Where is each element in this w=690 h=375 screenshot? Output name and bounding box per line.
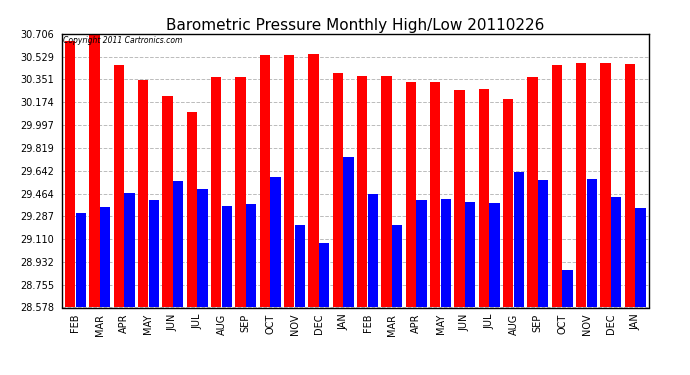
Bar <box>235 77 246 308</box>
Bar <box>259 55 270 308</box>
Bar <box>465 202 475 308</box>
Bar <box>586 178 597 308</box>
Bar <box>221 206 232 308</box>
Bar <box>100 207 110 308</box>
Bar <box>187 112 197 308</box>
Title: Barometric Pressure Monthly High/Low 20110226: Barometric Pressure Monthly High/Low 201… <box>166 18 544 33</box>
Bar <box>197 189 208 308</box>
Bar <box>138 80 148 308</box>
Bar <box>600 63 611 308</box>
Bar <box>211 77 221 308</box>
Bar <box>319 243 329 308</box>
Bar <box>503 99 513 308</box>
Bar <box>162 96 172 308</box>
Bar <box>430 82 440 308</box>
Bar <box>90 33 99 308</box>
Bar <box>406 82 416 308</box>
Bar <box>308 54 319 307</box>
Bar <box>479 88 489 308</box>
Bar <box>382 76 392 307</box>
Bar <box>635 208 646 308</box>
Bar <box>333 73 343 308</box>
Bar <box>114 65 124 308</box>
Bar <box>368 194 378 308</box>
Bar <box>344 157 354 308</box>
Bar <box>624 64 635 308</box>
Bar <box>270 177 281 308</box>
Bar <box>562 270 573 308</box>
Bar <box>489 203 500 308</box>
Bar <box>527 77 538 308</box>
Bar <box>357 76 367 307</box>
Bar <box>455 90 464 308</box>
Bar <box>246 204 256 308</box>
Bar <box>149 201 159 308</box>
Bar <box>295 225 305 308</box>
Bar <box>76 213 86 308</box>
Bar <box>538 180 549 308</box>
Bar <box>576 63 586 308</box>
Bar <box>441 199 451 308</box>
Bar <box>611 196 621 308</box>
Bar <box>392 225 402 308</box>
Text: Copyright 2011 Cartronics.com: Copyright 2011 Cartronics.com <box>63 36 183 45</box>
Bar <box>552 65 562 308</box>
Bar <box>417 201 426 308</box>
Bar <box>65 41 75 308</box>
Bar <box>124 193 135 308</box>
Bar <box>514 172 524 308</box>
Bar <box>284 55 294 308</box>
Bar <box>173 181 184 308</box>
